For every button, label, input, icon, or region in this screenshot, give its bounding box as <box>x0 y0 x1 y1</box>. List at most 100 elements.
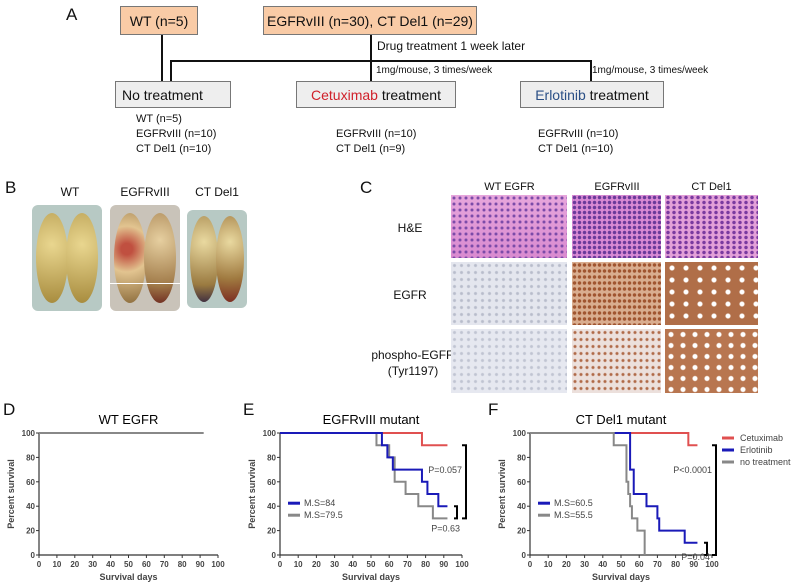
histology-col-ctdel1: CT Del1 <box>691 181 732 193</box>
count: CT Del1 (n=10) <box>136 143 212 155</box>
x-axis-label: Survival days <box>592 572 650 582</box>
row-label-line: (Tyr1197) <box>387 364 439 378</box>
y-tick-label: 40 <box>517 502 526 511</box>
x-tick-label: 20 <box>70 560 79 569</box>
y-tick-label: 20 <box>26 527 35 536</box>
x-axis-label: Survival days <box>99 572 157 582</box>
connector-line <box>370 35 372 81</box>
brain-label-ctdel1: CT Del1 <box>195 185 239 199</box>
no-treatment-counts: WT (n=5) EGFRvIII (n=10) CT Del1 (n=10) <box>136 112 216 157</box>
brain-label-wt: WT <box>60 185 80 199</box>
x-tick-label: 100 <box>455 560 469 569</box>
y-tick-label: 0 <box>31 551 36 560</box>
count: EGFRvIII (n=10) <box>136 128 217 140</box>
y-tick-label: 80 <box>267 453 276 462</box>
x-tick-label: 100 <box>705 560 719 569</box>
histology-image <box>572 262 661 325</box>
x-tick-label: 100 <box>211 560 225 569</box>
brain-image-ctdel1 <box>187 210 247 308</box>
x-axis-label: Survival days <box>342 572 400 582</box>
x-tick-label: 0 <box>528 560 533 569</box>
wt-cohort-box: WT (n=5) <box>120 6 198 35</box>
treatment-suffix: treatment <box>585 86 649 103</box>
y-tick-label: 60 <box>26 478 35 487</box>
histology-col-egfrviii: EGFRvIII <box>594 181 640 193</box>
x-tick-label: 50 <box>124 560 133 569</box>
legend-label: M.S=84 <box>304 498 335 508</box>
x-tick-label: 20 <box>312 560 321 569</box>
x-tick-label: 80 <box>178 560 187 569</box>
drug-note: Drug treatment 1 week later <box>377 39 526 53</box>
survival-curve <box>530 432 698 544</box>
x-tick-label: 90 <box>689 560 698 569</box>
chart-title: WT EGFR <box>99 412 159 427</box>
histology-image <box>451 195 567 258</box>
panel-label-a: A <box>66 5 78 24</box>
y-axis-label: Percent survival <box>6 459 16 529</box>
connector-line <box>170 60 172 81</box>
histology-image <box>665 329 758 393</box>
cetuximab-dose: 1mg/mouse, 3 times/week <box>376 65 493 76</box>
panel-label-c: C <box>360 178 373 197</box>
x-tick-label: 10 <box>544 560 553 569</box>
histology-image <box>451 262 567 325</box>
brain-image-wt <box>32 205 102 311</box>
x-tick-label: 10 <box>294 560 303 569</box>
legend-label: no treatment <box>740 457 791 467</box>
panel-label-f: F <box>488 400 499 419</box>
brain-image-egfrviii <box>110 205 180 311</box>
significance-bracket <box>454 505 458 520</box>
erlotinib-box: Erlotinib treatment <box>520 81 664 108</box>
y-tick-label: 0 <box>272 551 277 560</box>
panel-label-d: D <box>3 400 16 419</box>
count: EGFRvIII (n=10) <box>538 128 619 140</box>
x-tick-label: 30 <box>88 560 97 569</box>
legend-label: Cetuximab <box>740 433 783 443</box>
chart-title: EGFRvIII mutant <box>323 412 420 427</box>
survival-curve <box>280 432 448 520</box>
x-tick-label: 50 <box>617 560 626 569</box>
x-tick-label: 0 <box>37 560 42 569</box>
connector-line <box>161 35 163 81</box>
x-tick-label: 10 <box>52 560 61 569</box>
x-tick-label: 80 <box>421 560 430 569</box>
histology-row-he: H&E <box>397 221 423 235</box>
count: EGFRvIII (n=10) <box>336 128 417 140</box>
y-tick-label: 80 <box>26 453 35 462</box>
y-tick-label: 20 <box>517 527 526 536</box>
x-tick-label: 70 <box>403 560 412 569</box>
p-value-label: P<0.0001 <box>673 465 712 475</box>
survival-curve <box>530 432 646 555</box>
x-tick-label: 70 <box>653 560 662 569</box>
y-tick-label: 60 <box>517 478 526 487</box>
x-tick-label: 90 <box>196 560 205 569</box>
x-tick-label: 90 <box>439 560 448 569</box>
cetuximab-label: Cetuximab <box>311 86 378 103</box>
y-tick-label: 100 <box>22 429 36 438</box>
y-axis-label: Percent survival <box>247 459 257 529</box>
erlotinib-counts: EGFRvIII (n=10) CT Del1 (n=10) <box>538 127 618 157</box>
histology-col-wt: WT EGFR <box>484 181 535 193</box>
survival-curve <box>280 432 448 447</box>
chart-title: CT Del1 mutant <box>576 412 667 427</box>
row-label-line: phospho-EGFR <box>371 348 455 362</box>
histology-image <box>451 329 567 393</box>
x-tick-label: 40 <box>598 560 607 569</box>
y-tick-label: 100 <box>263 429 277 438</box>
connector-line <box>170 60 592 62</box>
significance-bracket <box>704 541 708 556</box>
legend-label: Erlotinib <box>740 445 773 455</box>
brain-label-egfrviii: EGFRvIII <box>120 185 170 199</box>
x-tick-label: 60 <box>385 560 394 569</box>
panel-label-e: E <box>243 400 255 419</box>
x-tick-label: 20 <box>562 560 571 569</box>
y-tick-label: 100 <box>513 429 527 438</box>
p-value-label: P=0.04 <box>681 552 710 562</box>
p-value-label: P=0.63 <box>431 523 460 533</box>
histology-image <box>665 195 758 258</box>
y-tick-label: 40 <box>267 502 276 511</box>
x-tick-label: 40 <box>348 560 357 569</box>
x-tick-label: 40 <box>106 560 115 569</box>
histology-row-phospho-egfr: phospho-EGFR (Tyr1197) <box>368 347 458 379</box>
